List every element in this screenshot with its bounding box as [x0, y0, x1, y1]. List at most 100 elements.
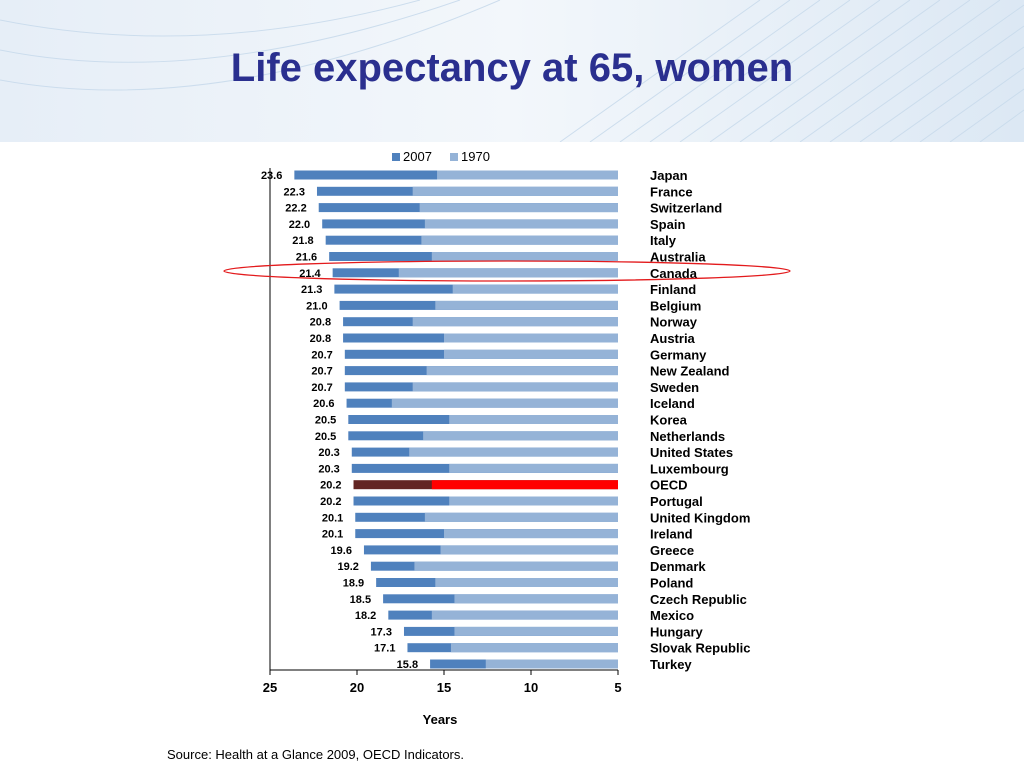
category-label-australia: Australia: [650, 250, 706, 265]
category-label-spain: Spain: [650, 217, 685, 232]
category-label-netherlands: Netherlands: [650, 429, 725, 444]
data-label-2007-hungary: 17.3: [371, 626, 392, 638]
x-tick-label-25: 25: [263, 680, 277, 695]
category-label-austria: Austria: [650, 331, 696, 346]
header-background: [0, 0, 1024, 142]
bar-1970-netherlands: [423, 431, 618, 441]
bar-1970-czech-republic: [454, 594, 618, 604]
bar-1970-united-states: [409, 447, 618, 457]
data-label-2007-czech-republic: 18.5: [350, 594, 371, 606]
category-label-czech-republic: Czech Republic: [650, 592, 747, 607]
category-label-turkey: Turkey: [650, 657, 692, 672]
data-label-2007-turkey: 15.8: [397, 659, 418, 671]
legend-label-1970: 1970: [461, 149, 490, 164]
bar-1970-iceland: [391, 398, 618, 408]
data-label-2007-oecd: 20.2: [320, 480, 341, 492]
data-label-2007-united-states: 20.3: [318, 447, 339, 459]
bar-1970-italy: [421, 235, 618, 245]
bar-1970-norway: [412, 317, 618, 327]
category-label-portugal: Portugal: [650, 494, 703, 509]
data-label-2007-luxembourg: 20.3: [318, 463, 339, 475]
data-label-2007-denmark: 19.2: [337, 561, 358, 573]
legend-swatch-1970: [450, 153, 458, 161]
category-label-canada: Canada: [650, 266, 698, 281]
bar-1970-new-zealand: [426, 366, 618, 376]
category-label-italy: Italy: [650, 233, 677, 248]
bar-1970-greece: [440, 545, 618, 555]
bar-1970-oecd: [431, 480, 618, 490]
bar-1970-australia: [431, 252, 618, 261]
bar-1970-korea: [449, 415, 618, 424]
bar-1970-slovak-republic: [450, 643, 618, 653]
data-label-2007-australia: 21.6: [296, 252, 317, 264]
category-label-finland: Finland: [650, 282, 696, 297]
category-label-new-zealand: New Zealand: [650, 364, 730, 379]
data-label-2007-netherlands: 20.5: [315, 431, 336, 443]
data-label-2007-iceland: 20.6: [313, 398, 334, 410]
chart-legend: 2007 1970: [392, 149, 490, 164]
data-label-2007-mexico: 18.2: [355, 610, 376, 622]
bar-1970-poland: [435, 578, 618, 587]
bar-1970-spain: [424, 219, 618, 229]
data-label-2007-new-zealand: 20.7: [311, 366, 332, 378]
data-label-2007-korea: 20.5: [315, 415, 336, 427]
category-label-mexico: Mexico: [650, 608, 694, 623]
bar-1970-portugal: [449, 496, 618, 506]
category-label-oecd: OECD: [650, 478, 688, 493]
bar-1970-sweden: [412, 382, 618, 392]
bar-1970-germany: [444, 349, 618, 359]
category-label-germany: Germany: [650, 347, 707, 362]
bar-1970-france: [412, 186, 618, 196]
slide-title: Life expectancy at 65, women: [230, 46, 794, 90]
bar-1970-ireland: [444, 529, 618, 539]
category-label-switzerland: Switzerland: [650, 201, 722, 216]
bar-1970-turkey: [485, 659, 618, 669]
bar-1970-belgium: [435, 300, 618, 310]
category-label-korea: Korea: [650, 413, 688, 428]
data-label-2007-finland: 21.3: [301, 284, 322, 296]
bar-1970-mexico: [431, 610, 618, 620]
data-label-2007-belgium: 21.0: [306, 300, 327, 312]
legend-label-2007: 2007: [403, 149, 432, 164]
category-label-iceland: Iceland: [650, 396, 695, 411]
data-label-2007-italy: 21.8: [292, 235, 313, 247]
x-tick-label-20: 20: [350, 680, 364, 695]
data-label-2007-norway: 20.8: [310, 317, 331, 329]
bar-1970-hungary: [454, 626, 618, 636]
data-label-2007-switzerland: 22.2: [285, 203, 306, 215]
category-label-japan: Japan: [650, 168, 688, 183]
category-label-slovak-republic: Slovak Republic: [650, 641, 750, 656]
data-label-2007-greece: 19.6: [331, 545, 352, 557]
category-label-belgium: Belgium: [650, 298, 701, 313]
data-label-2007-japan: 23.6: [261, 170, 282, 182]
bar-1970-finland: [452, 284, 618, 294]
data-label-2007-germany: 20.7: [311, 349, 332, 361]
category-label-united-states: United States: [650, 445, 733, 460]
source-note: Source: Health at a Glance 2009, OECD In…: [167, 747, 464, 762]
data-label-2007-portugal: 20.2: [320, 496, 341, 508]
x-axis-title: Years: [423, 712, 458, 727]
data-label-2007-france: 22.3: [284, 186, 305, 198]
x-tick-label-5: 5: [614, 680, 621, 695]
data-label-2007-sweden: 20.7: [311, 382, 332, 394]
data-label-2007-poland: 18.9: [343, 578, 364, 590]
category-label-ireland: Ireland: [650, 527, 693, 542]
bar-1970-denmark: [414, 561, 618, 571]
canada-highlight-ellipse: [223, 260, 791, 282]
category-label-poland: Poland: [650, 576, 693, 591]
category-label-greece: Greece: [650, 543, 694, 558]
category-label-luxembourg: Luxembourg: [650, 461, 729, 476]
bar-1970-united-kingdom: [424, 512, 618, 522]
category-label-united-kingdom: United Kingdom: [650, 510, 750, 525]
data-label-2007-ireland: 20.1: [322, 529, 343, 541]
category-label-denmark: Denmark: [650, 559, 706, 574]
x-tick-label-15: 15: [437, 680, 451, 695]
bar-1970-canada: [398, 268, 618, 278]
bar-1970-switzerland: [419, 203, 618, 213]
bar-1970-japan: [437, 170, 618, 180]
category-label-hungary: Hungary: [650, 624, 704, 639]
data-label-2007-austria: 20.8: [310, 333, 331, 345]
data-label-2007-spain: 22.0: [289, 219, 310, 231]
x-tick-label-10: 10: [524, 680, 538, 695]
